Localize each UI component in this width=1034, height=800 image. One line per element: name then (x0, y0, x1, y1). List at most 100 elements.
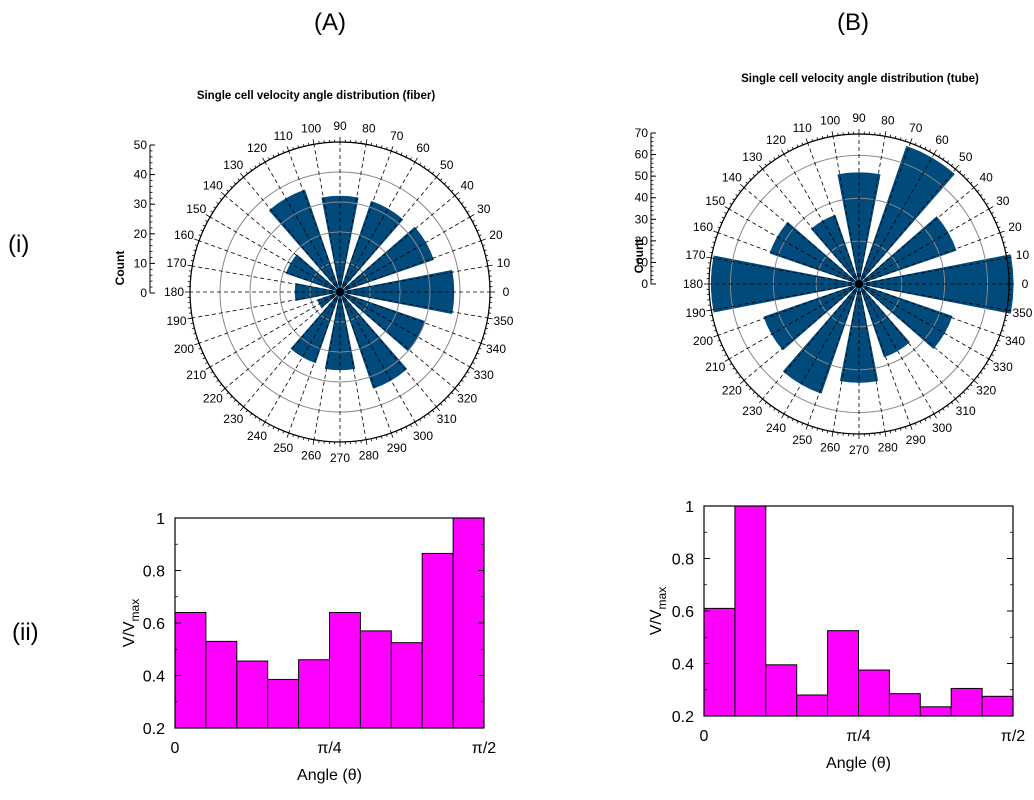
polar-outer-tick (997, 226, 1001, 229)
polar-outer-tick (713, 334, 719, 338)
polar-angle-label: 260 (820, 440, 840, 454)
polar-outer-tick (447, 395, 450, 399)
polar-outer-tick (909, 138, 913, 144)
polar-outer-tick (226, 189, 229, 192)
hist-x-label: π/2 (472, 740, 496, 757)
polar-outer-tick (706, 309, 712, 312)
polar-outer-tick (791, 418, 794, 422)
polar-outer-tick (187, 264, 193, 267)
polar-outer-tick (205, 220, 208, 222)
polar-outer-tick (773, 157, 776, 160)
polar-outer-tick (219, 197, 223, 200)
polar-outer-tick (924, 418, 927, 422)
polar-outer-tick (478, 234, 482, 237)
polar-outer-tick (480, 342, 486, 346)
polar-angle-label: 110 (274, 129, 293, 143)
polar-outer-tick (451, 189, 454, 192)
polar-outer-tick (938, 410, 941, 414)
polar-angle-label: 30 (996, 194, 1010, 208)
polar-outer-tick (962, 174, 966, 177)
polar-outer-tick (991, 354, 994, 356)
polar-outer-tick (1006, 309, 1012, 312)
polar-outer-tick (709, 314, 713, 317)
polar-outer-tick (889, 134, 892, 138)
polar-outer-tick (1004, 246, 1008, 249)
polar-outer-tick (451, 392, 454, 395)
hist-y-label: 0.2 (143, 721, 165, 738)
hist-x-title: Angle (θ) (297, 767, 362, 784)
hist-bar-1 (734, 505, 767, 717)
polar-outer-tick (205, 362, 208, 364)
hist-x-label: π/4 (846, 728, 870, 745)
polar-angle-label: 210 (705, 360, 725, 374)
polar-angle-label: 350 (493, 314, 513, 328)
polar-outer-tick (385, 434, 388, 438)
polar-radial-line (224, 291, 341, 389)
polar-outer-tick (729, 202, 733, 205)
polar-outer-tick (200, 352, 204, 355)
polar-angle-label: 320 (976, 384, 996, 398)
polar-radial-line (807, 283, 860, 426)
polar-outer-tick (884, 431, 887, 437)
polar-outer-tick (999, 230, 1005, 234)
polar-outer-tick (213, 375, 216, 378)
polar-outer-tick (995, 221, 999, 224)
polar-outer-tick (710, 246, 714, 249)
polar-outer-tick (436, 173, 440, 178)
polar-angle-label: 10 (497, 256, 511, 270)
polar-bar-60 (339, 200, 404, 293)
polar-outer-tick (440, 178, 443, 181)
polar-outer-tick (466, 210, 470, 213)
polar-angle-label: 160 (693, 220, 713, 234)
polar-radial-line (858, 232, 1001, 285)
polar-outer-tick (764, 163, 767, 167)
polar-outer-tick (919, 420, 922, 424)
polar-outer-tick (826, 430, 829, 434)
polar-outer-tick (268, 424, 270, 427)
polar-outer-tick (985, 363, 989, 366)
polar-outer-tick (480, 238, 486, 242)
polar-radial-line (339, 161, 416, 293)
polar-outer-tick (732, 198, 735, 201)
polar-radial-line (264, 161, 341, 293)
polar-count-label: 0 (140, 286, 147, 300)
polar-angle-label: 20 (489, 228, 503, 242)
polar-outer-tick (717, 226, 721, 229)
polar-angle-label: 150 (705, 194, 725, 208)
polar-outer-tick (190, 322, 194, 325)
polar-outer-tick (250, 413, 253, 416)
polar-outer-tick (190, 259, 194, 262)
panel-letter-a: (A) (314, 9, 346, 36)
polar-outer-tick (230, 185, 233, 189)
polar-radial-line (728, 208, 860, 285)
polar-outer-tick (801, 142, 804, 146)
polar-outer-tick (805, 138, 809, 144)
polar-radial-line (858, 153, 935, 285)
polar-outer-tick (1005, 251, 1009, 254)
hist-y-label: 0.4 (143, 669, 165, 686)
polar-outer-tick (719, 344, 723, 347)
polar-outer-tick (942, 157, 945, 160)
polar-outer-tick (983, 198, 986, 201)
polar-outer-tick (993, 349, 997, 352)
polar-radial-line (313, 144, 341, 293)
polar-outer-tick (816, 137, 819, 140)
polar-angle-label: 130 (742, 150, 762, 164)
polar-angle-label: 350 (1012, 306, 1032, 320)
polar-count-label: 40 (134, 168, 148, 182)
polar-outer-tick (245, 409, 248, 413)
hist-y-title-sub: max (655, 587, 669, 610)
polar-outer-tick (993, 216, 997, 219)
polar-outer-tick (1001, 236, 1005, 239)
polar-radial-line (858, 283, 1007, 311)
polar-outer-tick (721, 216, 725, 219)
polar-outer-tick (735, 371, 738, 374)
polar-outer-tick (202, 357, 206, 360)
polar-angle-label: 290 (906, 433, 926, 447)
polar-outer-tick (991, 212, 994, 214)
polar-outer-tick (476, 352, 480, 355)
polar-count-label: 50 (134, 138, 148, 152)
polar-outer-tick (724, 358, 730, 362)
hist-y-label: 1 (156, 511, 165, 528)
polar-angle-label: 200 (693, 334, 713, 348)
